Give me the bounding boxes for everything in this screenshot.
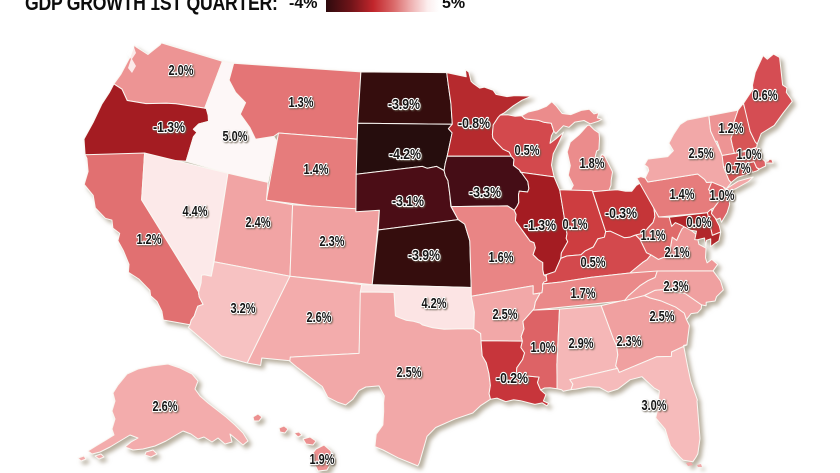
svg-text:0.5%: 0.5% — [515, 142, 540, 159]
svg-text:1.6%: 1.6% — [489, 249, 514, 266]
svg-text:2.3%: 2.3% — [320, 233, 345, 250]
svg-text:2.6%: 2.6% — [153, 398, 178, 415]
svg-text:5.0%: 5.0% — [223, 128, 248, 145]
svg-text:2.5%: 2.5% — [493, 306, 518, 323]
svg-text:-4.2%: -4.2% — [389, 146, 421, 163]
svg-text:0.0%: 0.0% — [687, 214, 712, 231]
svg-text:2.5%: 2.5% — [650, 308, 675, 325]
svg-text:0.7%: 0.7% — [726, 160, 751, 177]
svg-text:4.4%: 4.4% — [183, 203, 208, 220]
svg-text:0.5%: 0.5% — [581, 254, 606, 271]
svg-text:0.1%: 0.1% — [563, 216, 588, 233]
svg-text:2.0%: 2.0% — [169, 62, 194, 79]
svg-text:-3.3%: -3.3% — [469, 184, 501, 201]
svg-text:1.9%: 1.9% — [310, 451, 335, 468]
svg-text:2.1%: 2.1% — [665, 244, 690, 261]
svg-text:3.0%: 3.0% — [642, 397, 667, 414]
svg-text:1.0%: 1.0% — [737, 146, 762, 163]
svg-text:2.9%: 2.9% — [569, 335, 594, 352]
svg-text:1.4%: 1.4% — [670, 186, 695, 203]
svg-text:1.2%: 1.2% — [137, 231, 162, 248]
svg-text:1.0%: 1.0% — [710, 187, 735, 204]
svg-text:1.7%: 1.7% — [571, 285, 596, 302]
svg-text:-3.9%: -3.9% — [408, 247, 440, 264]
svg-text:0.6%: 0.6% — [753, 87, 778, 104]
svg-text:2.3%: 2.3% — [617, 333, 642, 350]
svg-text:3.2%: 3.2% — [231, 300, 256, 317]
svg-text:2.5%: 2.5% — [397, 364, 422, 381]
svg-text:4.2%: 4.2% — [422, 295, 447, 312]
svg-text:-1.3%: -1.3% — [524, 217, 556, 234]
svg-text:2.6%: 2.6% — [307, 309, 332, 326]
svg-text:-3.1%: -3.1% — [392, 193, 424, 210]
svg-text:1.0%: 1.0% — [531, 339, 556, 356]
svg-text:1.4%: 1.4% — [304, 161, 329, 178]
svg-text:1.1%: 1.1% — [641, 227, 666, 244]
svg-text:1.8%: 1.8% — [580, 155, 605, 172]
svg-text:2.4%: 2.4% — [246, 214, 271, 231]
svg-text:2.5%: 2.5% — [689, 145, 714, 162]
svg-text:-0.8%: -0.8% — [458, 115, 490, 132]
svg-text:-1.3%: -1.3% — [153, 119, 185, 136]
svg-text:1.3%: 1.3% — [289, 94, 314, 111]
svg-text:-0.3%: -0.3% — [605, 205, 637, 222]
svg-text:2.3%: 2.3% — [664, 278, 689, 295]
svg-text:-0.2%: -0.2% — [496, 370, 528, 387]
svg-text:1.2%: 1.2% — [719, 120, 744, 137]
svg-text:-3.9%: -3.9% — [388, 96, 420, 113]
